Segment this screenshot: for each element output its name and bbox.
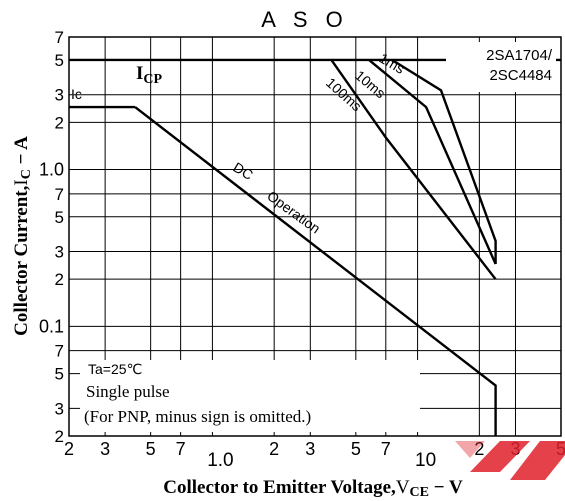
x-tick-label-3: 7 [176,439,186,459]
y-axis-label-symbol: I [11,179,32,185]
x-tick-label-1: 3 [100,439,110,459]
label-1ms: 1ms [377,50,408,77]
series-line-4 [330,59,497,280]
x-tick-label-8: 7 [381,439,391,459]
y-tick-labels: 2 3 5 7 0.1 2 3 5 7 1.0 2 3 5 7 [39,28,64,446]
y-tick-label-13: 7 [55,28,64,47]
x-tick-label-6: 3 [305,439,315,459]
x-tick-label-4: 1.0 [207,450,233,471]
y-tick-label-9: 1.0 [39,160,64,180]
x-axis-label-unit: − V [429,477,463,498]
y-tick-label-10: 2 [55,113,64,132]
note-background [80,360,420,432]
note-pnp: (For PNP, minus sign is omitted.) [84,407,311,426]
part-number-box [446,42,556,92]
x-tick-label-0: 2 [64,439,74,459]
y-tick-label-0: 2 [55,427,64,446]
watermark-logo [455,441,565,480]
y-tick-label-11: 3 [55,86,64,105]
y-tick-label-7: 5 [55,208,64,227]
part-number-line-2: 2SC4484 [489,67,552,84]
y-axis-label: Collector Current,IC − A [11,136,34,336]
chart-title: A S O [261,7,348,32]
y-tick-label-3: 7 [55,342,64,361]
watermark-shape-1 [470,441,530,472]
x-axis-label: Collector to Emitter Voltage,VCE − V [163,477,463,500]
watermark-shape-3 [455,441,485,458]
x-axis-label-text: Collector to Emitter Voltage, [163,477,396,498]
y-tick-label-2: 5 [55,365,64,384]
label-dc: DC [230,159,256,183]
y-tick-label-5: 2 [55,270,64,289]
y-axis-label-text: Collector Current, [11,185,32,335]
label-ic: Ic [71,86,82,102]
y-axis-label-sub: C [19,169,34,179]
part-number-line-1: 2SA1704/ [486,47,553,64]
x-tick-label-9: 10 [415,450,436,471]
x-tick-label-10: 2 [474,439,484,459]
chart-series [69,58,561,436]
note-ta: Ta=25℃ [88,361,142,377]
note-single-pulse: Single pulse [86,382,170,401]
series-line-5 [134,106,497,436]
y-tick-label-12: 5 [55,51,64,70]
watermark-shape-2 [510,441,565,480]
label-icp-main: I [136,63,143,84]
x-tick-label-7: 5 [351,439,361,459]
plot-frame [68,36,562,437]
y-tick-label-6: 3 [55,243,64,262]
label-icp-sub: CP [143,72,162,87]
x-axis-label-sub: CE [410,485,429,500]
x-tick-label-5: 2 [269,439,279,459]
y-tick-label-1: 3 [55,399,64,418]
y-axis-label-unit: − A [11,136,32,169]
x-tick-label-2: 5 [146,439,156,459]
label-icp: ICP [136,63,163,87]
series-line-3 [368,58,497,265]
y-tick-label-4: 0.1 [39,316,64,336]
label-ic-text: Ic [71,86,82,102]
series-line-2 [391,58,497,264]
x-axis-label-symbol: V [396,477,410,498]
y-tick-label-8: 7 [55,185,64,204]
